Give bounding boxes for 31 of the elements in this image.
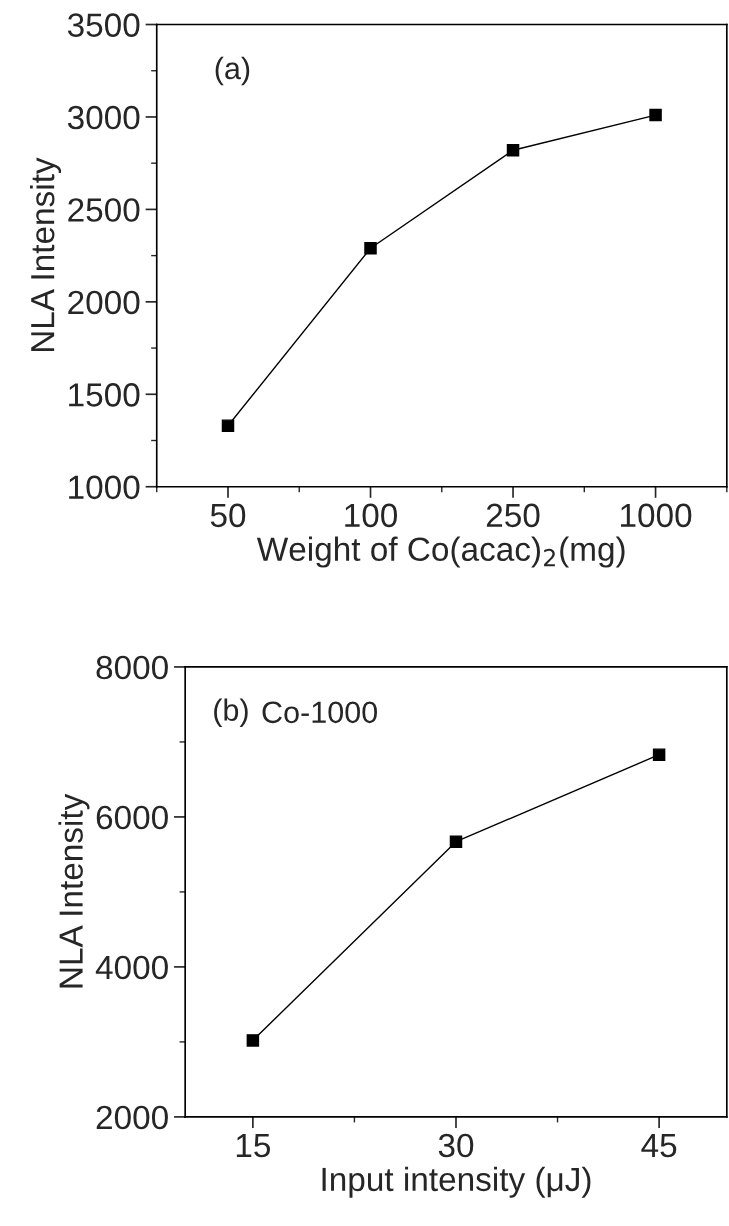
- y-tick-label: 6000: [96, 805, 168, 830]
- y-tick-label: 4000: [95, 955, 168, 980]
- annotation: (a): [215, 56, 250, 86]
- y-tick-label: 3500: [67, 13, 140, 37]
- point: [506, 143, 520, 157]
- y-tick-label: 1000: [69, 475, 140, 500]
- y-tick-label: 8000: [96, 655, 168, 680]
- x-tick-label: 45: [641, 1134, 677, 1158]
- y-axis-title: NLA Intensity: [29, 157, 62, 352]
- point: [449, 835, 463, 848]
- annotation: Co-1000: [262, 701, 378, 724]
- y-tick-label: 2000: [96, 1105, 168, 1130]
- point: [364, 241, 377, 255]
- point: [246, 1034, 260, 1047]
- x-tick-label: 15: [236, 1134, 271, 1158]
- y-tick-label: 1500: [69, 383, 140, 407]
- x-tick-label: 30: [438, 1133, 474, 1158]
- y-tick-label: 3000: [67, 105, 140, 130]
- y-tick-label: 2000: [68, 290, 140, 315]
- point: [649, 108, 662, 122]
- x-tick-label: 50: [210, 503, 246, 528]
- x-tick-label: 100: [345, 503, 398, 528]
- x-axis-title: Input intensity (μJ): [322, 1166, 591, 1198]
- y-tick-label: 2500: [68, 198, 140, 222]
- point: [221, 419, 235, 432]
- point: [652, 748, 666, 761]
- x-tick-label: 1000: [621, 503, 692, 528]
- annotation: (b): [214, 698, 248, 727]
- x-axis-title: Weight of Co(acac)$_{2}$(mg): [256, 536, 625, 568]
- x-tick-label: 250: [486, 503, 540, 528]
- y-axis-title: NLA Intensity: [58, 793, 90, 988]
